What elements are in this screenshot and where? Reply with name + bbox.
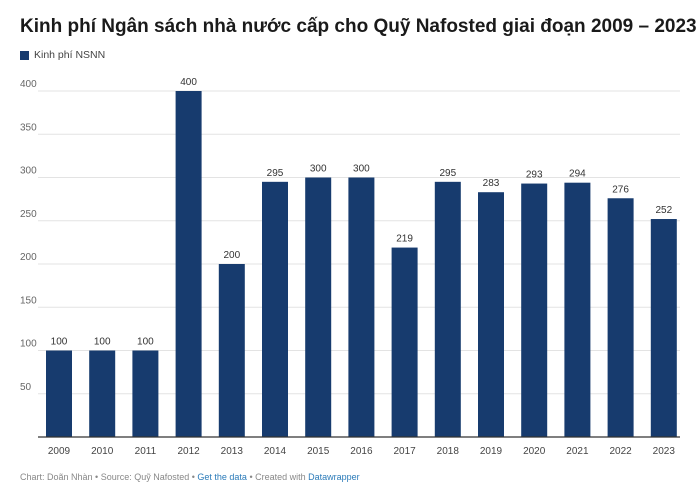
footer-created-with: Created with (255, 472, 309, 482)
bar-value-label: 100 (94, 337, 111, 348)
bar-value-label: 283 (483, 178, 500, 189)
bar (305, 177, 332, 437)
y-tick-label: 150 (20, 295, 37, 306)
x-tick-label: 2014 (264, 446, 287, 457)
x-tick-label: 2011 (135, 446, 157, 457)
y-tick-label: 200 (20, 252, 37, 263)
legend: Kinh phí NSNN (20, 49, 105, 61)
bar (89, 350, 116, 437)
bar-value-label: 294 (569, 169, 586, 180)
bar (348, 177, 375, 437)
x-tick-label: 2020 (523, 446, 546, 457)
bar-value-label: 100 (51, 337, 68, 348)
chart-footer: Chart: Doãn Nhàn • Source: Quỹ Nafosted … (20, 472, 360, 482)
y-tick-label: 400 (20, 79, 37, 90)
y-tick-label: 350 (20, 122, 37, 133)
get-data-link[interactable]: Get the data (197, 472, 247, 482)
x-tick-label: 2018 (437, 446, 460, 457)
legend-swatch (20, 50, 29, 60)
bar (521, 183, 548, 437)
footer-source: Source: Quỹ Nafosted (100, 472, 190, 482)
footer-separator: • (189, 472, 198, 482)
footer-separator: • (92, 472, 101, 482)
x-tick-label: 2015 (307, 446, 330, 457)
footer-author: Chart: Doãn Nhàn (20, 472, 93, 482)
bar (46, 350, 72, 437)
y-tick-label: 50 (20, 382, 32, 393)
bar-value-label: 300 (353, 164, 370, 175)
x-tick-label: 2021 (566, 446, 589, 457)
bar-value-label: 300 (310, 164, 327, 175)
bar-value-label: 295 (267, 168, 284, 179)
bar (650, 219, 677, 437)
bar (262, 181, 288, 437)
x-tick-label: 2023 (653, 446, 676, 457)
bar (218, 264, 245, 437)
bar (132, 350, 159, 437)
x-tick-label: 2013 (221, 446, 244, 457)
bar-value-label: 295 (439, 168, 456, 179)
x-tick-label: 2010 (91, 446, 114, 457)
bar (607, 198, 634, 437)
bar-value-label: 400 (180, 77, 197, 88)
y-tick-label: 100 (20, 339, 37, 350)
y-tick-label: 250 (20, 209, 37, 220)
x-tick-label: 2019 (480, 446, 503, 457)
chart-title: Kinh phí Ngân sách nhà nước cấp cho Quỹ … (20, 16, 697, 37)
bar-value-label: 200 (223, 250, 240, 261)
bar (175, 91, 202, 437)
bar (478, 192, 504, 437)
bar-value-label: 252 (655, 205, 672, 216)
bar-value-label: 219 (396, 234, 413, 245)
legend-label: Kinh phí NSNN (34, 49, 106, 61)
bar (564, 182, 591, 437)
bar (391, 247, 418, 437)
x-tick-label: 2016 (350, 446, 373, 457)
datawrapper-link[interactable]: Datawrapper (308, 472, 360, 482)
footer-separator: • (246, 472, 256, 482)
bar (434, 181, 461, 437)
y-tick-label: 300 (20, 166, 37, 177)
x-tick-label: 2012 (177, 446, 200, 457)
x-tick-label: 2017 (393, 446, 416, 457)
bar-value-label: 276 (612, 184, 629, 195)
bar-value-label: 293 (526, 170, 543, 181)
x-tick-label: 2009 (48, 446, 71, 457)
x-tick-label: 2022 (609, 446, 632, 457)
bar-value-label: 100 (137, 337, 154, 348)
